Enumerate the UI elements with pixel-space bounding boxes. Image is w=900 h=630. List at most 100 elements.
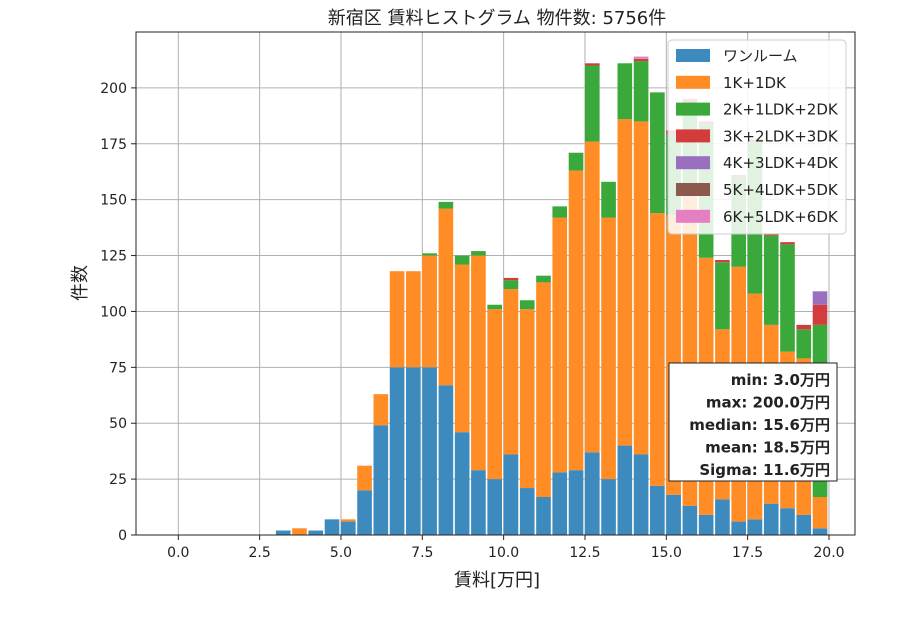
bar-segment (519, 488, 535, 535)
legend-swatch (676, 209, 710, 223)
legend-swatch (676, 49, 710, 62)
bar-segment (812, 291, 828, 305)
bar-segment (568, 170, 584, 471)
bar-segment (763, 235, 779, 325)
y-tick-label: 75 (109, 360, 127, 376)
bar-segment (357, 465, 372, 491)
x-tick-label: 17.5 (732, 545, 763, 561)
y-tick-label: 125 (100, 249, 127, 265)
legend-label: 2K+1LDK+2DK (723, 101, 839, 119)
bar-segment (406, 271, 421, 368)
legend-swatch (676, 129, 710, 143)
bar-segment (536, 282, 551, 497)
stats-box-frame (668, 362, 838, 482)
y-tick-label: 50 (109, 416, 127, 432)
legend-swatch (676, 183, 710, 196)
bar-segment (650, 92, 665, 214)
x-axis-ticks: 0.0 2.5 5.0 7.5 10.0 12.5 15.0 17.5 20.0 (167, 535, 845, 561)
bar-segment (422, 367, 437, 535)
bar-segment (471, 255, 486, 471)
bar-segment (389, 367, 405, 535)
bar-segment (438, 385, 454, 535)
stats-line: mean: 18.5万円 (705, 439, 830, 457)
bar-segment (422, 255, 437, 368)
bar-segment (584, 141, 600, 453)
bar-segment (503, 280, 519, 290)
x-tick-label: 15.0 (651, 545, 682, 561)
bar-segment (340, 521, 356, 535)
stats-line: median: 15.6万円 (689, 416, 830, 434)
bar-segment (780, 244, 795, 352)
bar-segment (601, 479, 616, 535)
legend-swatch (676, 102, 710, 116)
legend-swatch (676, 75, 710, 89)
bar-segment (487, 309, 503, 480)
bar-segment (698, 514, 714, 535)
y-tick-label: 100 (100, 304, 127, 320)
bar-segment (487, 304, 503, 310)
bar-segment (454, 255, 470, 265)
bar-segment (406, 367, 421, 535)
bar-segment (796, 329, 812, 359)
stats-box: min: 3.0万円 max: 200.0万円 median: 15.6万円 mean… (668, 362, 838, 482)
bar-segment (568, 152, 584, 171)
legend: ワンルーム 1K+1DK 2K+1LDK+2DK 3K+2LDK+3DK 4K+3LDK… (667, 39, 847, 235)
legend-label: 6K+5LDK+6DK (723, 208, 839, 226)
bar-segment (438, 201, 454, 209)
y-tick-label: 175 (100, 137, 127, 153)
plot-frame (135, 31, 856, 536)
bar-segment (584, 452, 600, 535)
legend-label: 1K+1DK (723, 74, 787, 92)
x-tick-label: 10.0 (488, 545, 519, 561)
bar-segment (454, 264, 470, 433)
bar-segment (552, 206, 568, 218)
bar-segment (292, 528, 307, 535)
bar-segment (308, 530, 324, 535)
x-axis-label: 賃料[万円] (454, 570, 540, 591)
legend-label: 5K+4LDK+5DK (723, 181, 839, 199)
bar-segment (536, 496, 551, 535)
bar-segment (601, 217, 616, 480)
x-tick-label: 20.0 (813, 545, 844, 561)
bar-segment (503, 454, 519, 535)
bar-segment (471, 470, 486, 535)
bar-segment (422, 253, 437, 256)
bar-segment (275, 530, 291, 535)
bar-segment (796, 514, 812, 535)
bar-segment (552, 217, 568, 473)
bar-segment (519, 309, 535, 489)
bar-segment (519, 300, 535, 310)
bar-segment (373, 425, 389, 535)
bar-segment (357, 490, 372, 535)
bar-segment (487, 479, 503, 535)
bar-segment (796, 324, 812, 330)
bar-segment (763, 503, 779, 535)
x-tick-label: 7.5 (411, 545, 433, 561)
bar-segment (438, 208, 454, 386)
bar-segment (747, 519, 763, 535)
bar-segment (812, 496, 828, 529)
bar-segment (584, 65, 600, 142)
bar-segment (373, 394, 389, 426)
bar-segment (715, 262, 730, 330)
bar-segment (617, 119, 633, 446)
x-tick-label: 0.0 (167, 545, 189, 561)
y-axis-ticks: 0 25 50 75 100 125 150 175 200 (100, 81, 136, 544)
bar-segment (633, 121, 649, 455)
bar-segment (650, 213, 665, 486)
legend-label: ワンルーム (723, 47, 798, 65)
y-tick-label: 200 (100, 81, 127, 97)
bar-segment (568, 470, 584, 535)
bar-segment (633, 454, 649, 535)
bar-segment (389, 271, 405, 368)
stats-line: Sigma: 11.6万円 (699, 461, 830, 479)
bar-segment (503, 289, 519, 455)
x-tick-label: 12.5 (569, 545, 600, 561)
bar-segment (633, 58, 649, 62)
bar-segment (812, 528, 828, 535)
bar-segment (666, 494, 681, 535)
bar-segment (536, 275, 551, 283)
bar-segment (552, 472, 568, 535)
bar-segment (617, 63, 633, 120)
